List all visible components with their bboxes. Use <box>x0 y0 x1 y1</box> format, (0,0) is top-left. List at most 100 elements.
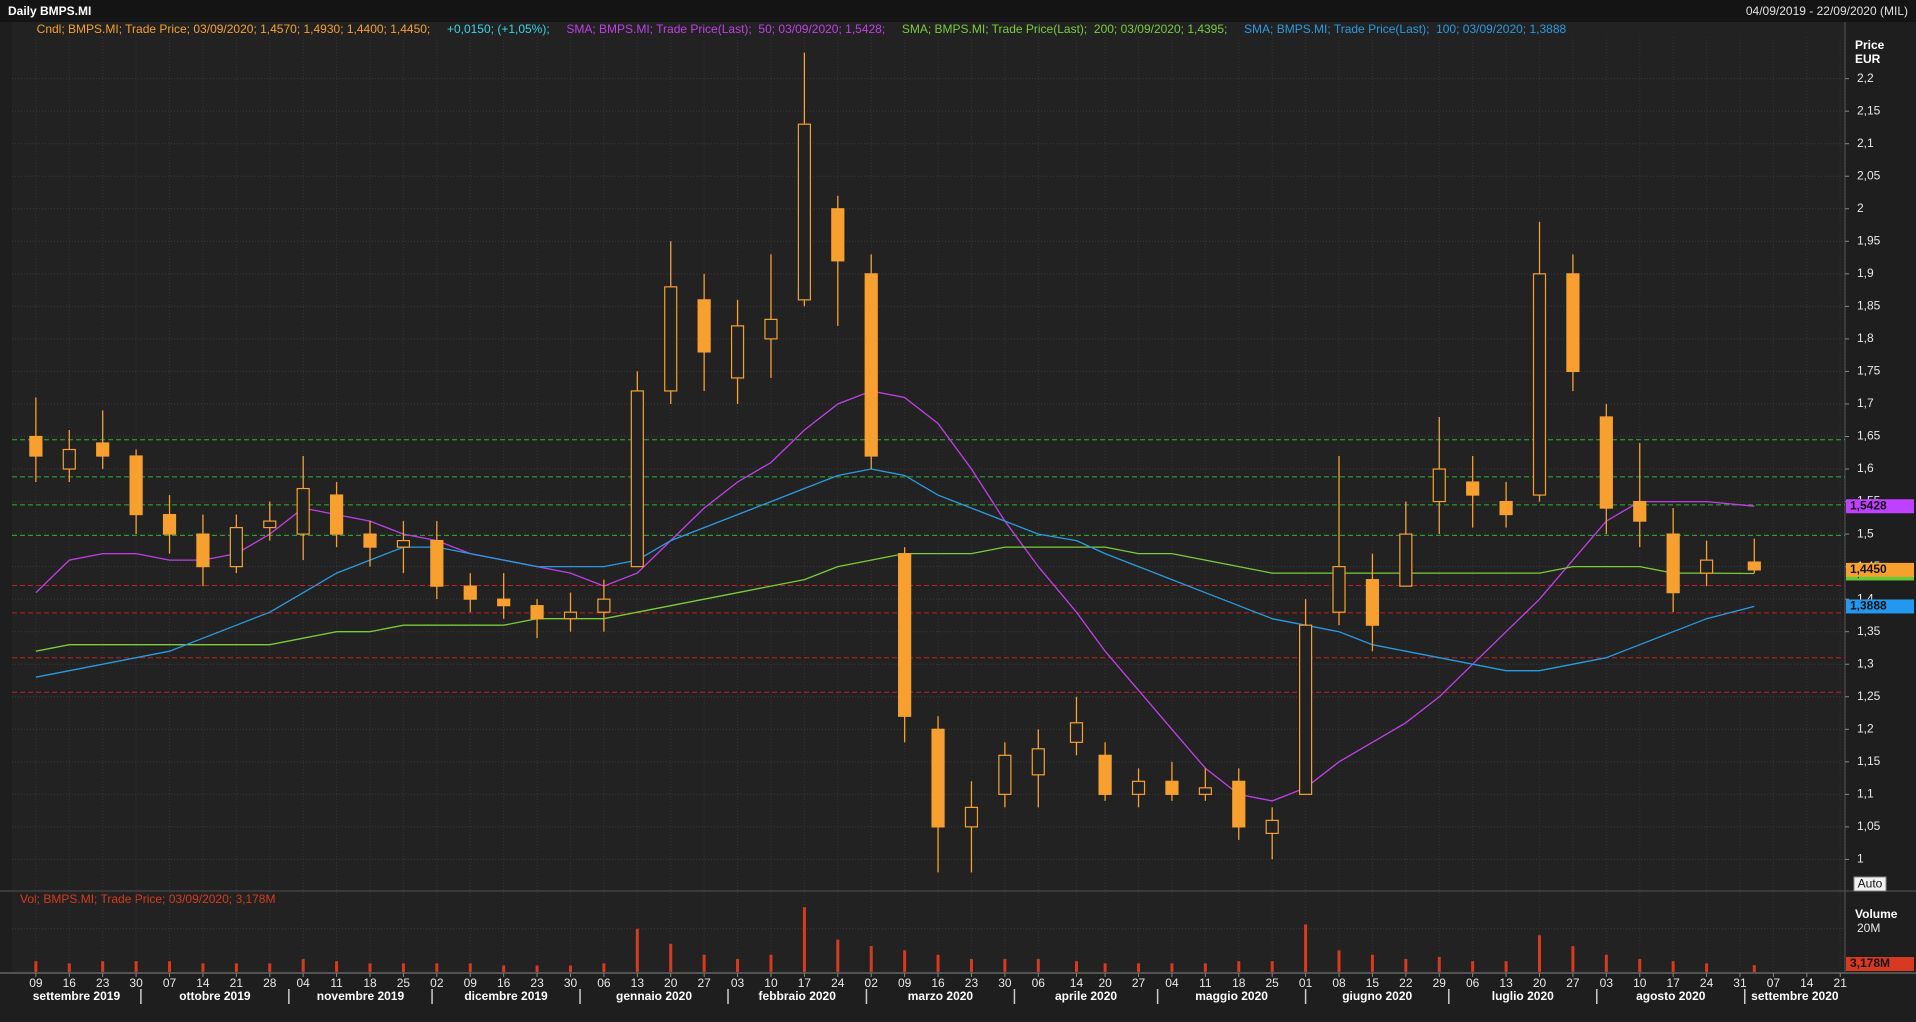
x-tick-label: 09 <box>464 976 478 990</box>
x-tick-label: 23 <box>96 976 110 990</box>
last-value-label: 1,5428 <box>1850 498 1887 512</box>
volume-bar <box>1237 961 1241 972</box>
volume-bar <box>802 907 806 972</box>
x-tick-label: 08 <box>1332 976 1346 990</box>
x-tick-label: 20 <box>664 976 678 990</box>
x-tick-label: 11 <box>330 976 343 990</box>
x-tick-label: 18 <box>363 976 377 990</box>
candle-body <box>363 533 377 548</box>
volume-bar <box>1538 935 1541 972</box>
volume-bar <box>502 965 506 972</box>
x-tick-label: 02 <box>430 976 444 990</box>
last-value-box <box>1846 499 1914 514</box>
candle-body <box>329 494 344 535</box>
candle-body <box>831 208 845 262</box>
candle-body <box>1747 561 1761 571</box>
x-tick-label: 20 <box>1098 976 1112 990</box>
x-tick-label: 23 <box>965 976 979 990</box>
x-tick-label: 06 <box>1032 976 1046 990</box>
volume-bar <box>268 963 272 972</box>
x-tick-label: 09 <box>29 976 43 990</box>
candle-body <box>1131 780 1146 795</box>
candle-body <box>1031 748 1045 776</box>
volume-bar <box>702 954 706 972</box>
last-value-label: 1,4450 <box>1850 562 1887 576</box>
x-tick-label: 30 <box>564 976 578 990</box>
month-label: gennaio 2020 <box>616 989 692 1003</box>
x-tick-label: 23 <box>530 976 544 990</box>
x-tick-label: 14 <box>1800 976 1814 990</box>
sma-line <box>35 468 1755 678</box>
candle-body <box>1633 500 1647 522</box>
candle-body <box>964 806 979 828</box>
candle-body <box>1432 468 1446 503</box>
x-tick-label: 21 <box>1834 976 1848 990</box>
x-tick-label: 17 <box>1666 976 1680 990</box>
volume-bar <box>836 939 840 972</box>
x-tick-label: 27 <box>1566 976 1580 990</box>
legend-sma50: SMA; BMPS.MI; Trade Price(Last); 50; 03/… <box>566 22 885 36</box>
y-axis-label: Price <box>1855 38 1885 52</box>
x-tick-label: 30 <box>998 976 1012 990</box>
month-label: novembre 2019 <box>317 989 405 1003</box>
legend-sma200: SMA; BMPS.MI; Trade Price(Last); 200; 03… <box>902 22 1228 36</box>
candle-body <box>1069 722 1084 743</box>
candle-body <box>530 605 544 620</box>
volume-bar <box>769 954 773 972</box>
x-tick-label: 07 <box>163 976 177 990</box>
month-label: febbraio 2020 <box>759 989 837 1003</box>
last-value-label: 1,3888 <box>1850 599 1887 613</box>
month-label: ottobre 2019 <box>179 989 251 1003</box>
y-tick-label: 1,95 <box>1857 233 1881 247</box>
candle-body <box>396 540 411 548</box>
volume-bar <box>1671 961 1675 972</box>
volume-bar <box>1170 963 1174 972</box>
x-tick-label: 07 <box>1767 976 1781 990</box>
x-tick-label: 21 <box>230 976 244 990</box>
volume-bar <box>1137 963 1141 972</box>
volume-bar <box>468 963 472 972</box>
month-label: maggio 2020 <box>1195 989 1268 1003</box>
y-tick-label: 1 <box>1857 852 1864 866</box>
candle-body <box>162 513 177 535</box>
volume-bar <box>1437 956 1441 972</box>
x-tick-label: 29 <box>1433 976 1447 990</box>
volume-bar <box>368 963 372 972</box>
volume-bar <box>301 959 305 972</box>
y-tick-label: 1,2 <box>1857 721 1874 735</box>
y-tick-label: 1,25 <box>1857 689 1881 703</box>
volume-axis-label: Volume <box>1855 907 1898 921</box>
volume-bar <box>1404 959 1408 972</box>
volume-tick-label: 20M <box>1857 921 1880 935</box>
x-tick-label: 18 <box>1232 976 1246 990</box>
candle-body <box>129 455 143 516</box>
candle-body <box>430 540 444 587</box>
auto-button-label[interactable]: Auto <box>1858 877 1883 891</box>
date-range: 04/09/2019 - 22/09/2020 (MIL) <box>1746 4 1908 18</box>
volume-bar <box>1604 954 1608 972</box>
candle-body <box>1699 559 1714 574</box>
volume-bar <box>101 961 105 972</box>
candle-body <box>229 526 243 568</box>
candle-body <box>463 585 477 600</box>
month-label: settembre 2019 <box>33 989 121 1003</box>
candle-body <box>96 442 110 457</box>
y-axis-unit: EUR <box>1855 52 1881 66</box>
y-tick-label: 2,05 <box>1857 168 1881 182</box>
candle-body <box>1332 566 1346 613</box>
y-tick-label: 1,8 <box>1857 331 1874 345</box>
volume-bar <box>1571 946 1575 972</box>
y-tick-label: 1,1 <box>1857 787 1874 801</box>
chart-title: Daily BMPS.MI <box>8 4 91 18</box>
x-tick-label: 06 <box>597 976 611 990</box>
x-tick-label: 14 <box>1070 976 1084 990</box>
y-tick-label: 1,75 <box>1857 364 1881 378</box>
month-label: agosto 2020 <box>1636 989 1706 1003</box>
volume-bar <box>903 950 907 972</box>
candle-body <box>664 286 678 392</box>
candle-body <box>1466 481 1480 496</box>
header-bar <box>0 0 1916 22</box>
candle-body <box>597 598 611 613</box>
auto-button[interactable] <box>1853 876 1887 892</box>
legend-candles: Cndl; BMPS.MI; Trade Price; 03/09/2020; … <box>37 22 431 36</box>
